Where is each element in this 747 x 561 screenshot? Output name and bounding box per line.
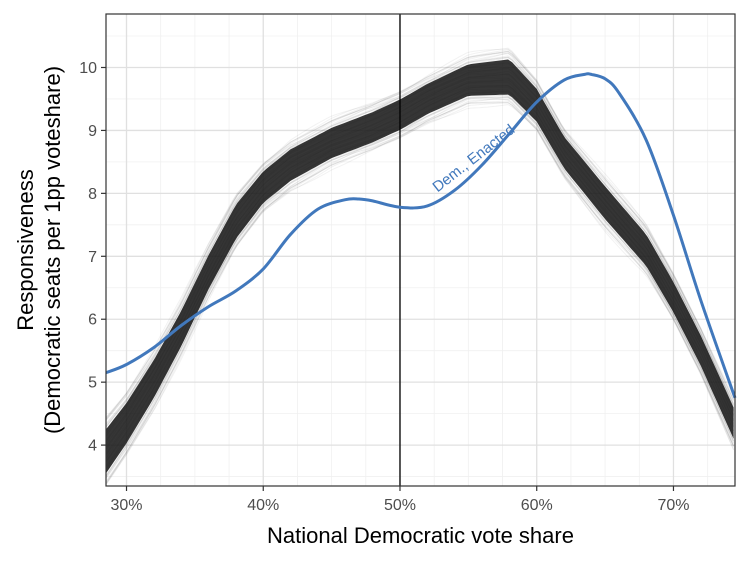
- y-tick-label: 6: [88, 312, 97, 329]
- simulation-trace: [105, 52, 735, 426]
- simulation-trace: [105, 55, 735, 425]
- x-axis-ticks: 30% 40% 50% 60% 70%: [110, 486, 689, 514]
- panel-border: [105, 13, 736, 487]
- simulation-trace: [105, 97, 735, 484]
- simulation-trace: [105, 48, 735, 420]
- y-tick-label: 9: [88, 123, 97, 140]
- x-tick-label: 60%: [521, 497, 553, 514]
- simulation-trace: [105, 96, 735, 479]
- simulation-trace: [105, 56, 735, 428]
- y-tick-label: 8: [88, 186, 97, 203]
- y-axis-title-line2: (Democratic seats per 1pp voteshare): [40, 66, 65, 434]
- simulation-trace: [105, 102, 735, 484]
- x-tick-label: 30%: [110, 497, 142, 514]
- simulation-trace: [105, 50, 735, 421]
- x-tick-label: 40%: [247, 497, 279, 514]
- simulation-trace: [105, 50, 735, 421]
- simulation-trace: [105, 102, 735, 485]
- simulation-trace: [105, 104, 735, 485]
- simulation-trace: [105, 53, 735, 424]
- simulation-trace: [105, 96, 735, 478]
- simulation-trace: [105, 47, 735, 419]
- minor-gridlines: [106, 14, 735, 486]
- y-axis-title-line1: Responsiveness: [13, 169, 38, 330]
- simulation-trace: [105, 94, 735, 476]
- simulation-trace: [105, 49, 735, 418]
- simulation-trace: [105, 96, 735, 479]
- simulation-trace: [105, 102, 735, 486]
- simulation-trace: [105, 56, 735, 427]
- y-tick-label: 10: [79, 60, 97, 77]
- x-axis-title: National Democratic vote share: [267, 523, 574, 548]
- simulation-trace: [105, 96, 735, 477]
- simulation-trace: [105, 50, 735, 420]
- y-axis-ticks: 4 5 6 7 8 9 10: [79, 60, 106, 455]
- x-tick-label: 70%: [657, 497, 689, 514]
- y-tick-label: 7: [88, 249, 97, 266]
- simulation-trace: [105, 100, 735, 483]
- simulation-trace: [105, 98, 735, 482]
- simulation-band-core: [106, 59, 734, 474]
- x-tick-label: 50%: [384, 497, 416, 514]
- y-tick-label: 5: [88, 375, 97, 392]
- y-tick-label: 4: [88, 438, 97, 455]
- simulation-trace: [105, 52, 735, 420]
- enacted-series-line: [105, 72, 737, 399]
- simulation-band: [105, 47, 735, 486]
- series-label-enacted: Dem., Enacted: [429, 121, 518, 195]
- simulation-trace: [105, 57, 735, 427]
